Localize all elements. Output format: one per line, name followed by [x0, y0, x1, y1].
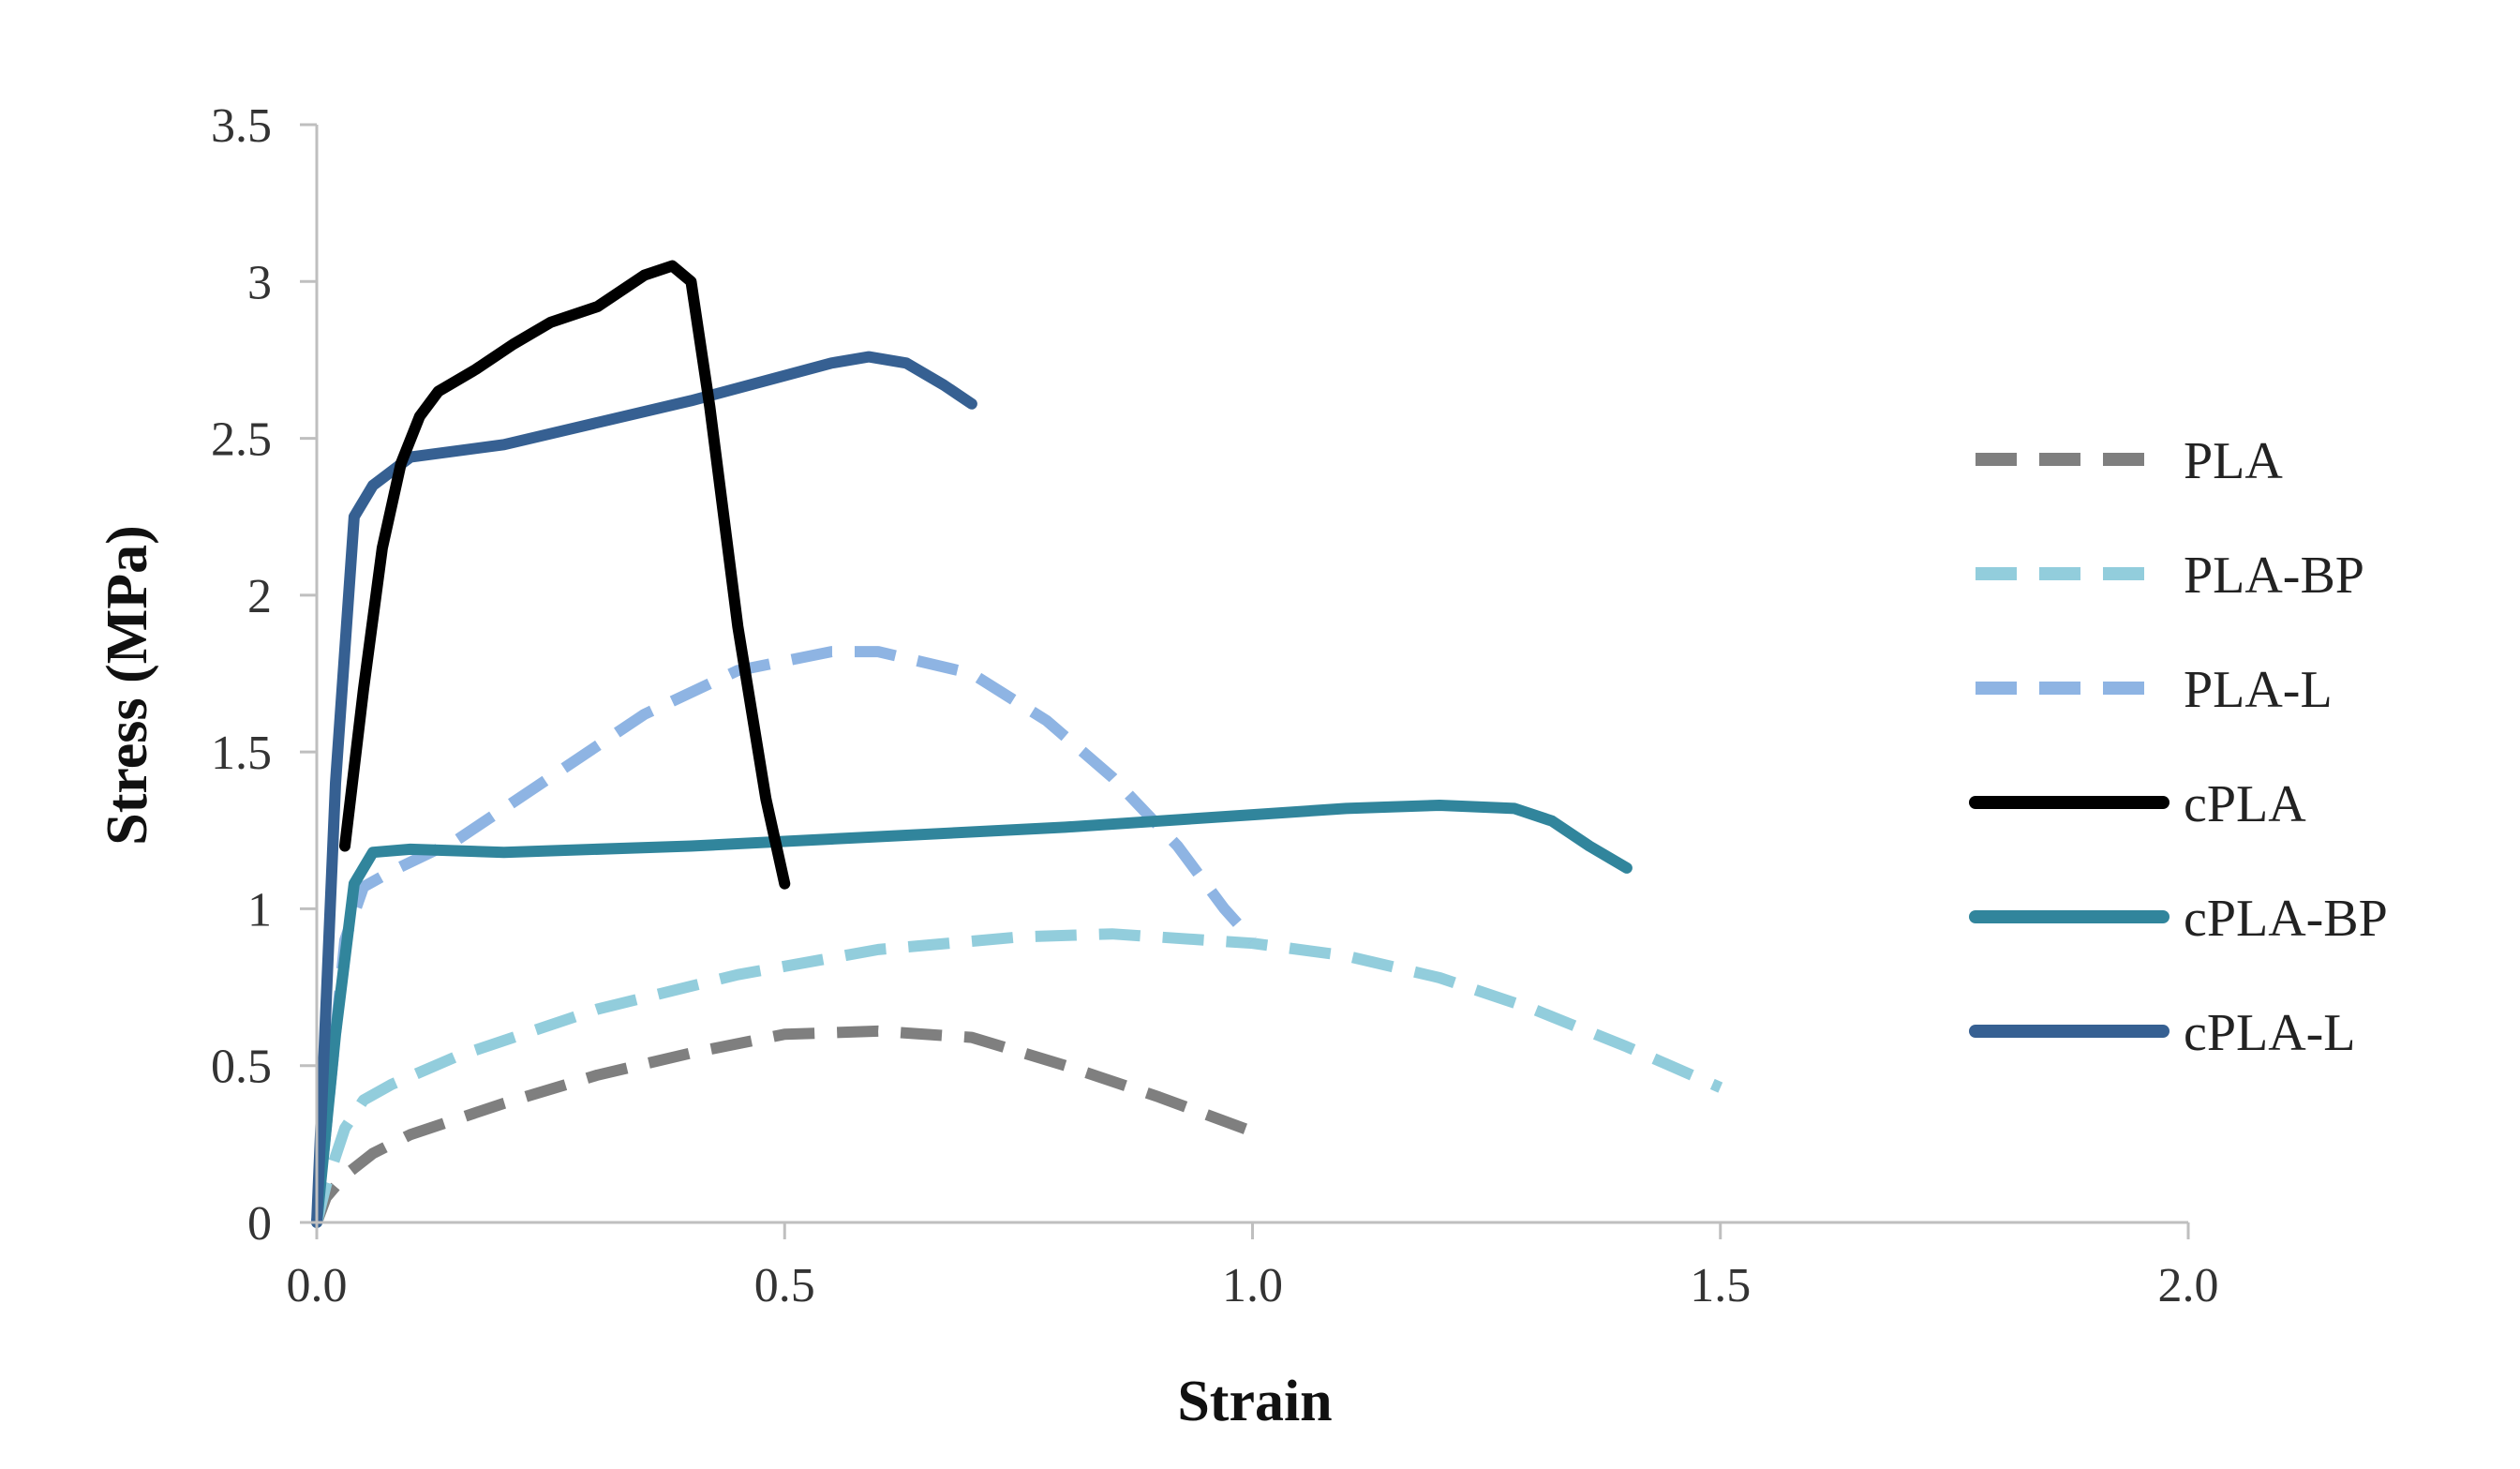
y-tick-label: 0 [247, 1197, 272, 1251]
y-tick-label: 1 [247, 883, 272, 937]
y-tick-label: 1.5 [211, 727, 272, 780]
series-line-pla-bp [311, 928, 1723, 1224]
series-line-cpla-bp [311, 800, 1633, 1228]
y-tick-label: 2.5 [211, 413, 272, 467]
y-tick-label: 0.5 [211, 1041, 272, 1094]
series-line-cpla-l [311, 351, 977, 1228]
y-tick-label: 3.5 [211, 99, 272, 153]
y-axis-title: Stress (MPa) [96, 525, 159, 845]
y-tick-label: 2 [247, 570, 272, 623]
legend-label-pla: PLA [2184, 432, 2283, 490]
x-tick-label: 2.0 [2158, 1259, 2219, 1312]
plot-area [311, 260, 1723, 1228]
x-tick-label: 0.5 [754, 1259, 815, 1312]
axes [300, 123, 2190, 1239]
legend-label-cpla-bp: cPLA-BP [2184, 890, 2388, 948]
legend-label-pla-l: PLA-L [2184, 661, 2333, 719]
y-tick-labels: 0 0.5 1 1.5 2 2.5 3 3.5 [211, 99, 272, 1251]
legend-label-pla-bp: PLA-BP [2184, 547, 2364, 605]
legend-label-cpla: cPLA [2184, 775, 2306, 833]
series-line-cpla [339, 260, 791, 890]
x-tick-labels: 0.0 0.5 1.0 1.5 2.0 [287, 1259, 2219, 1312]
x-tick-label: 0.0 [287, 1259, 348, 1312]
legend: PLA PLA-BP PLA-L cPLA cPLA-BP cPLA-L [1969, 432, 2388, 1062]
legend-label-cpla-l: cPLA-L [2184, 1004, 2356, 1062]
x-axis-title: Strain [1177, 1370, 1332, 1433]
y-tick-label: 3 [247, 256, 272, 309]
series-line-pla [311, 1025, 1255, 1225]
x-tick-label: 1.0 [1222, 1259, 1283, 1312]
x-tick-label: 1.5 [1690, 1259, 1751, 1312]
series-line-pla-l [311, 646, 1257, 1223]
